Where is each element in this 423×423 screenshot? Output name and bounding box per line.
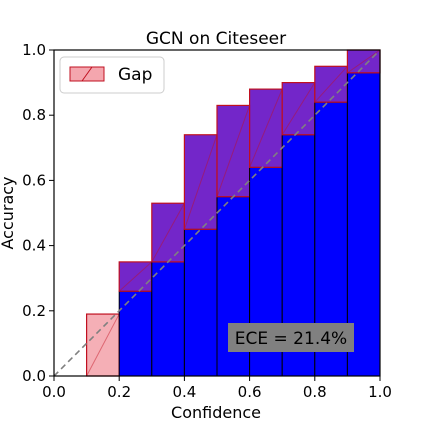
ece-box xyxy=(228,323,354,352)
y-axis-label: Accuracy xyxy=(0,176,17,249)
axes-layer xyxy=(53,49,381,377)
x-axis-label: Confidence xyxy=(171,403,261,422)
gap-bar-7 xyxy=(281,81,316,136)
x-tick-label-5: 1.0 xyxy=(368,383,392,401)
plot-frame xyxy=(53,49,381,377)
gap-hatch-7 xyxy=(281,82,316,136)
legend-box xyxy=(59,56,165,94)
accuracy-bar-2 xyxy=(118,290,153,377)
y-tick-label-5: 1.0 xyxy=(22,41,46,59)
x-tick-label-2: 0.4 xyxy=(172,383,196,401)
diagonal-layer xyxy=(53,49,381,377)
gap-hatch-8 xyxy=(314,65,348,103)
x-tick-label-3: 0.6 xyxy=(238,383,262,401)
gap-hatch-5 xyxy=(216,105,251,197)
gap-hatch-2 xyxy=(118,261,153,292)
gap-hatch-4 xyxy=(183,134,218,230)
gap-hatch-3 xyxy=(151,202,185,263)
y-tick-label-3: 0.6 xyxy=(22,171,46,189)
ece-text: ECE = 21.4% xyxy=(235,329,347,349)
gap-hatch-1 xyxy=(86,313,120,377)
y-tick-label-0: 0.0 xyxy=(22,367,46,385)
gap-hatch-6 xyxy=(249,88,283,168)
y-tick-label-1: 0.2 xyxy=(22,302,46,320)
x-tick-label-4: 0.8 xyxy=(303,383,327,401)
legend-label: Gap xyxy=(118,65,152,85)
gap-hatch-9 xyxy=(347,49,381,74)
y-tick-label-2: 0.4 xyxy=(22,237,46,255)
ece-annotation: ECE = 21.4% xyxy=(228,323,354,352)
y-tick-label-4: 0.8 xyxy=(22,106,46,124)
ticks-layer: 0.0 0.2 0.4 0.6 0.8 1.0 0.0 0.2 0.4 0.6 0.8 1.0 xyxy=(22,41,392,401)
perfect-calibration-line xyxy=(53,49,381,377)
accuracy-bar-4 xyxy=(183,228,218,377)
chart-title: GCN on Citeseer xyxy=(146,29,286,49)
gap-bar-5 xyxy=(216,104,251,198)
legend-hatch xyxy=(81,66,93,82)
x-tick-label-0: 0.0 xyxy=(42,383,66,401)
gap-bar-2 xyxy=(118,261,153,292)
gap-bar-1 xyxy=(85,313,120,377)
accuracy-bar-3 xyxy=(151,261,185,377)
x-tick-label-1: 0.2 xyxy=(107,383,131,401)
legend: Gap xyxy=(59,56,165,94)
